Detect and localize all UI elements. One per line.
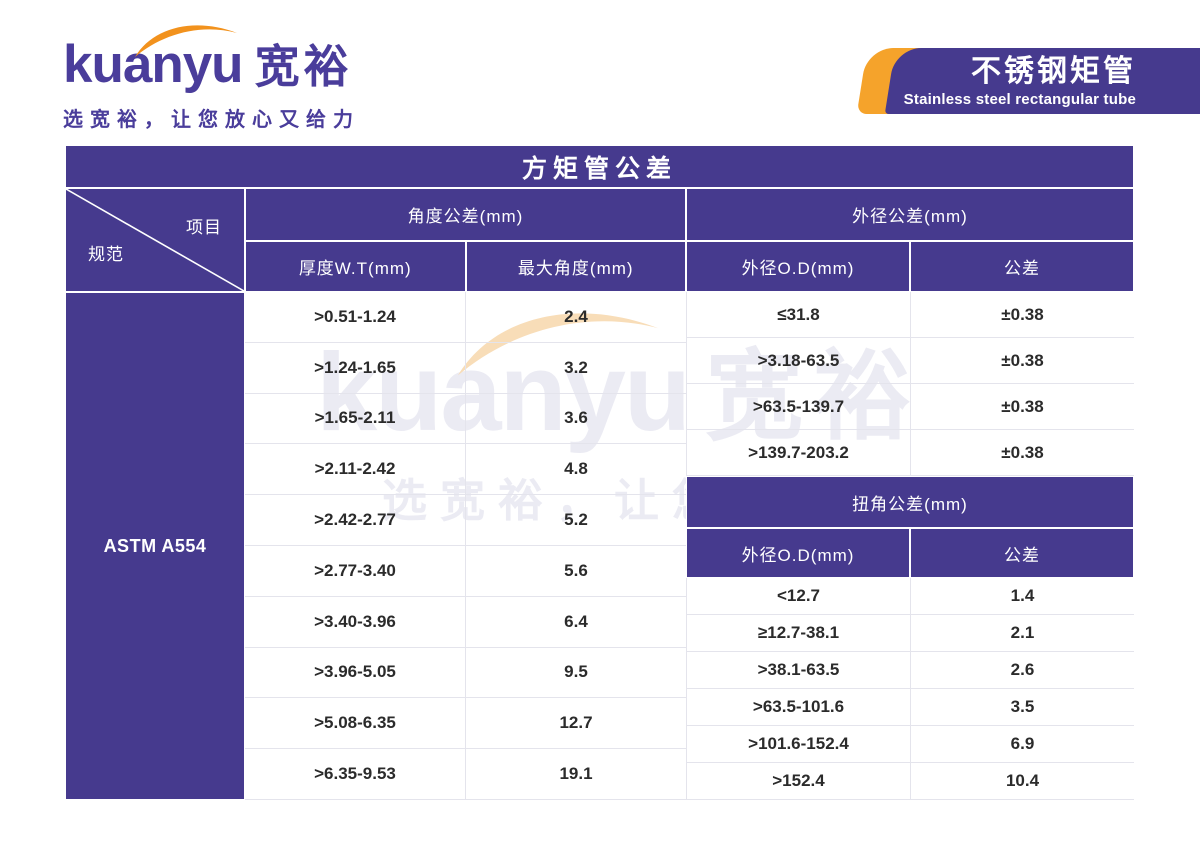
max-angle-cell: 9.5: [564, 662, 588, 682]
table-main: 项目 规范 ASTM A554 角度公差(mm) 厚度W.T(mm) 最大角度(…: [65, 188, 1134, 800]
max-angle-cell: 2.4: [564, 306, 588, 326]
table-row: >1.65-2.11 3.6: [245, 393, 686, 445]
od-range-cell: >139.7-203.2: [687, 430, 911, 475]
twist-tolerance-cell: 2.6: [1010, 660, 1035, 679]
wt-range-cell: >1.24-1.65: [245, 342, 466, 393]
table-row: >63.5-101.6 3.5: [686, 689, 1134, 726]
banner-title: 不锈钢矩管: [971, 54, 1136, 88]
logo-brand-latin: kuanyu: [63, 35, 244, 94]
twist-col1-header: 外径O.D(mm): [686, 528, 910, 578]
twist-od-range-cell: >152.4: [687, 763, 911, 799]
angle-subheaders: 厚度W.T(mm) 最大角度(mm): [245, 241, 686, 292]
wt-range-cell: >3.40-3.96: [245, 596, 466, 647]
twist-od-range-cell: >38.1-63.5: [687, 652, 911, 688]
logo-swoosh-icon: [135, 25, 237, 57]
wt-range-cell: >0.51-1.24: [245, 292, 466, 342]
table-row: >5.08-6.35 12.7: [245, 698, 686, 750]
od-rows: ≤31.8 ±0.38 >3.18-63.5 ±0.38 >63.5-139.7 ±0…: [686, 292, 1134, 476]
table-row: >139.7-203.2 ±0.38: [686, 430, 1134, 476]
twist-col2-header: 公差: [910, 528, 1134, 578]
max-angle-cell: 5.6: [564, 560, 588, 580]
twist-header: 扭角公差(mm): [686, 476, 1134, 528]
twist-subheaders: 外径O.D(mm) 公差: [686, 528, 1134, 578]
table-row: >6.35-9.53 19.1: [245, 749, 686, 800]
angle-col2-header: 最大角度(mm): [465, 241, 686, 292]
max-angle-cell: 4.8: [564, 459, 588, 479]
od-tolerance-cell: ±0.38: [1001, 442, 1044, 462]
wt-range-cell: >5.08-6.35: [245, 698, 466, 749]
table-row: ≤31.8 ±0.38: [686, 292, 1134, 338]
wt-range-cell: >3.96-5.05: [245, 647, 466, 698]
od-tolerance-cell: ±0.38: [1001, 350, 1044, 370]
twist-od-range-cell: >101.6-152.4: [687, 726, 911, 762]
table-row: >3.40-3.96 6.4: [245, 596, 686, 648]
table-row: >101.6-152.4 6.9: [686, 726, 1134, 763]
angle-tolerance-section: 角度公差(mm) 厚度W.T(mm) 最大角度(mm) >0.51-1.24 2.…: [245, 188, 686, 800]
od-range-cell: >3.18-63.5: [687, 338, 911, 383]
product-banner: 不锈钢矩管 Stainless steel rectangular tube: [856, 48, 1200, 114]
spec-value-cell: ASTM A554: [65, 292, 245, 800]
corner-diagonal-line: [66, 189, 244, 291]
wt-range-cell: >1.65-2.11: [245, 393, 466, 444]
od-header: 外径公差(mm): [686, 188, 1134, 241]
max-angle-cell: 19.1: [559, 764, 593, 784]
banner-subtitle: Stainless steel rectangular tube: [903, 90, 1136, 108]
od-tolerance-cell: ±0.38: [1001, 304, 1044, 324]
table-row: >1.24-1.65 3.2: [245, 342, 686, 394]
twist-tolerance-cell: 2.1: [1010, 623, 1035, 642]
twist-rows: <12.7 1.4 ≥12.7-38.1 2.1 >38.1-63.5 2.6 >63…: [686, 578, 1134, 800]
od-col1-header: 外径O.D(mm): [686, 241, 910, 292]
od-tolerance-section: 外径公差(mm) 外径O.D(mm) 公差 ≤31.8 ±0.38 >3.18-6…: [686, 188, 1134, 800]
company-logo: kuanyu 宽裕 选宽裕，让您放心又给力: [63, 25, 360, 132]
twist-od-range-cell: >63.5-101.6: [687, 689, 911, 725]
angle-rows: >0.51-1.24 2.4 >1.24-1.65 3.2 >1.65-2.11 3.…: [245, 292, 686, 800]
od-range-cell: >63.5-139.7: [687, 384, 911, 429]
table-row: >3.18-63.5 ±0.38: [686, 338, 1134, 384]
max-angle-cell: 3.6: [564, 408, 588, 428]
od-range-cell: ≤31.8: [687, 292, 911, 337]
od-subheaders: 外径O.D(mm) 公差: [686, 241, 1134, 292]
twist-tolerance-cell: 10.4: [1005, 771, 1040, 790]
wt-range-cell: >2.11-2.42: [245, 444, 466, 495]
logo-tagline: 选宽裕，让您放心又给力: [63, 109, 360, 131]
tolerance-table: 方矩管公差 项目 规范 ASTM A554 角度公差(mm) 厚度W.T(mm): [65, 145, 1134, 800]
corner-header-cell: 项目 规范: [65, 188, 245, 292]
table-row: >63.5-139.7 ±0.38: [686, 384, 1134, 430]
wt-range-cell: >2.77-3.40: [245, 545, 466, 596]
wt-range-cell: >2.42-2.77: [245, 495, 466, 545]
twist-tolerance-cell: 1.4: [1010, 586, 1035, 605]
logo-brand-cn: 宽裕: [254, 41, 353, 92]
table-row: >3.96-5.05 9.5: [245, 647, 686, 699]
angle-header: 角度公差(mm): [245, 188, 686, 241]
table-row: >2.42-2.77 5.2: [245, 495, 686, 546]
od-tolerance-cell: ±0.38: [1001, 396, 1044, 416]
logo-wordmark: kuanyu 宽裕: [63, 25, 360, 94]
twist-tolerance-cell: 3.5: [1010, 697, 1035, 716]
table-row: >152.4 10.4: [686, 763, 1134, 800]
table-row: ≥12.7-38.1 2.1: [686, 615, 1134, 652]
max-angle-cell: 6.4: [564, 611, 588, 631]
wt-range-cell: >6.35-9.53: [245, 749, 466, 799]
banner-text: 不锈钢矩管 Stainless steel rectangular tube: [904, 48, 1136, 114]
twist-tolerance-cell: 6.9: [1010, 734, 1035, 753]
table-row: <12.7 1.4: [686, 578, 1134, 615]
spec-column: 项目 规范 ASTM A554: [65, 188, 245, 800]
max-angle-cell: 12.7: [559, 713, 593, 733]
corner-item-label: 项目: [186, 218, 222, 237]
angle-col1-header: 厚度W.T(mm): [245, 241, 466, 292]
table-row: >2.11-2.42 4.8: [245, 444, 686, 496]
max-angle-cell: 5.2: [564, 510, 588, 530]
od-col2-header: 公差: [910, 241, 1134, 292]
table-title: 方矩管公差: [65, 145, 1134, 188]
table-row: >2.77-3.40 5.6: [245, 545, 686, 597]
twist-od-range-cell: ≥12.7-38.1: [687, 615, 911, 651]
twist-od-range-cell: <12.7: [687, 578, 911, 614]
table-row: >0.51-1.24 2.4: [245, 292, 686, 343]
table-row: >38.1-63.5 2.6: [686, 652, 1134, 689]
corner-spec-label: 规范: [88, 245, 124, 264]
max-angle-cell: 3.2: [564, 357, 588, 377]
